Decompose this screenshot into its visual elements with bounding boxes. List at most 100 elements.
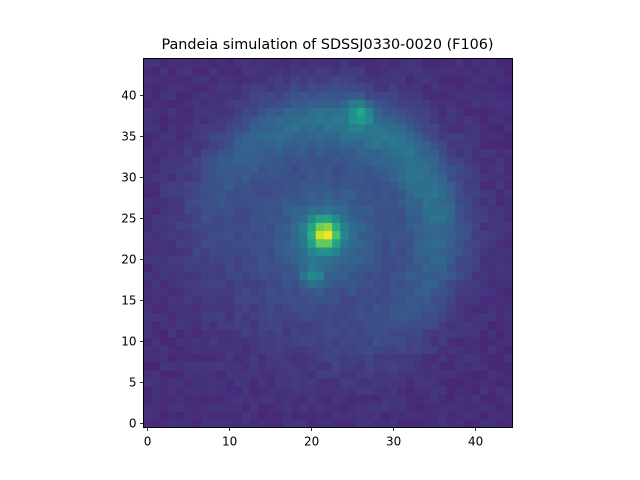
heatmap-cell bbox=[405, 402, 415, 412]
heatmap-cell bbox=[471, 66, 481, 76]
heatmap-cell bbox=[176, 386, 185, 396]
heatmap-cell bbox=[496, 74, 505, 84]
heatmap-cell bbox=[217, 394, 226, 404]
heatmap-cell bbox=[315, 419, 325, 428]
heatmap-cell bbox=[455, 238, 464, 248]
y-tick-label: 0 bbox=[129, 417, 137, 431]
heatmap-cell bbox=[225, 107, 235, 117]
heatmap-cell bbox=[192, 361, 202, 371]
heatmap-cell bbox=[299, 394, 308, 404]
heatmap-cell bbox=[250, 181, 259, 191]
heatmap-cell bbox=[233, 411, 243, 420]
heatmap-cell bbox=[258, 271, 267, 281]
heatmap-cell bbox=[225, 148, 235, 158]
heatmap-cell bbox=[291, 107, 300, 117]
heatmap-cell bbox=[414, 165, 423, 174]
heatmap-cell bbox=[250, 312, 259, 322]
heatmap-cell bbox=[217, 214, 226, 223]
heatmap-cell bbox=[291, 189, 300, 199]
heatmap-cell bbox=[266, 140, 276, 150]
heatmap-cell bbox=[299, 304, 308, 314]
heatmap-cell bbox=[438, 124, 448, 133]
heatmap-cell bbox=[159, 378, 169, 387]
heatmap-cell bbox=[151, 99, 161, 109]
heatmap-cell bbox=[299, 206, 308, 215]
heatmap-cell bbox=[282, 156, 292, 166]
heatmap-cell bbox=[241, 370, 251, 379]
heatmap-cell bbox=[250, 402, 259, 412]
heatmap-cell bbox=[405, 419, 415, 428]
heatmap-cell bbox=[373, 337, 382, 346]
heatmap-cell bbox=[373, 91, 382, 100]
heatmap-cell bbox=[479, 337, 489, 346]
heatmap-cell bbox=[315, 165, 325, 174]
heatmap-cell bbox=[282, 115, 292, 125]
heatmap-cell bbox=[364, 83, 374, 92]
heatmap-cell bbox=[348, 181, 358, 191]
heatmap-cell bbox=[348, 419, 358, 428]
heatmap-cell bbox=[151, 181, 161, 191]
heatmap-cell bbox=[209, 214, 218, 223]
heatmap-cell bbox=[241, 132, 251, 141]
heatmap-cell bbox=[315, 206, 325, 215]
heatmap-cell bbox=[405, 255, 415, 264]
heatmap-cell bbox=[356, 74, 366, 84]
heatmap-cell bbox=[397, 148, 407, 158]
heatmap-cell bbox=[364, 419, 374, 428]
heatmap-cell bbox=[192, 115, 202, 125]
heatmap-cell bbox=[463, 370, 472, 379]
heatmap-cell bbox=[274, 181, 284, 191]
heatmap-cell bbox=[414, 337, 423, 346]
heatmap-cell bbox=[200, 353, 210, 363]
heatmap-cell bbox=[192, 394, 202, 404]
heatmap-cell bbox=[159, 329, 169, 338]
heatmap-cell bbox=[455, 386, 464, 396]
heatmap-cell bbox=[307, 296, 317, 305]
heatmap-cell bbox=[266, 419, 276, 428]
heatmap-cell bbox=[250, 173, 259, 182]
heatmap-cell bbox=[168, 271, 177, 281]
heatmap-cell bbox=[168, 83, 177, 92]
heatmap-cell bbox=[241, 189, 251, 199]
heatmap-cell bbox=[209, 263, 218, 273]
heatmap-cell bbox=[455, 91, 464, 100]
heatmap-cell bbox=[414, 197, 423, 207]
heatmap-cell bbox=[332, 378, 341, 387]
heatmap-cell bbox=[209, 173, 218, 182]
heatmap-cell bbox=[250, 230, 259, 240]
heatmap-cell bbox=[389, 370, 399, 379]
heatmap-cell bbox=[364, 99, 374, 109]
heatmap-cell bbox=[151, 197, 161, 207]
heatmap-cell bbox=[438, 140, 448, 150]
heatmap-cell bbox=[258, 337, 267, 346]
heatmap-cell bbox=[364, 165, 374, 174]
heatmap-cell bbox=[315, 222, 325, 232]
heatmap-cell bbox=[414, 140, 423, 150]
heatmap-cell bbox=[332, 255, 341, 264]
heatmap-cell bbox=[373, 124, 382, 133]
heatmap-cell bbox=[250, 74, 259, 84]
heatmap-cell bbox=[463, 181, 472, 191]
heatmap-cell bbox=[315, 337, 325, 346]
heatmap-cell bbox=[217, 115, 226, 125]
heatmap-cell bbox=[176, 140, 185, 150]
heatmap-cell bbox=[430, 132, 440, 141]
heatmap-cell bbox=[414, 263, 423, 273]
heatmap-cell bbox=[250, 255, 259, 264]
heatmap-cell bbox=[315, 83, 325, 92]
heatmap-cell bbox=[487, 312, 497, 322]
heatmap-cell bbox=[241, 173, 251, 182]
heatmap-cell bbox=[143, 386, 153, 396]
heatmap-cell bbox=[389, 140, 399, 150]
heatmap-cell bbox=[323, 296, 333, 305]
heatmap-cell bbox=[364, 304, 374, 314]
heatmap-cell bbox=[389, 206, 399, 215]
heatmap-cell bbox=[496, 156, 505, 166]
heatmap-cell bbox=[209, 337, 218, 346]
heatmap-cell bbox=[233, 419, 243, 428]
heatmap-cell bbox=[373, 115, 382, 125]
heatmap-cell bbox=[381, 140, 390, 150]
heatmap-cell bbox=[217, 337, 226, 346]
heatmap-cell bbox=[455, 140, 464, 150]
heatmap-cell bbox=[233, 115, 243, 125]
